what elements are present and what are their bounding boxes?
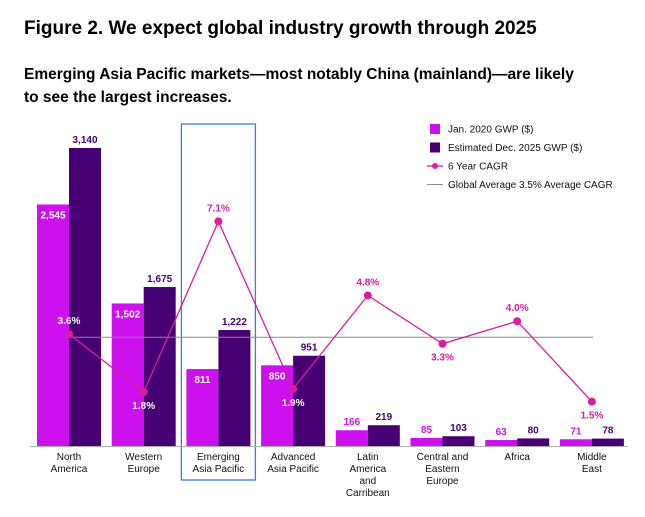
- cagr-point-middle-east: [587, 397, 596, 406]
- cagr-label-north-america: 3.6%: [58, 316, 81, 327]
- legend-swatch-jan-2020-gwp: [430, 124, 440, 134]
- cagr-point-western-europe: [139, 388, 148, 397]
- bar-dec-2025-emerging-asia-pacific: [218, 330, 251, 446]
- value-label-dec-2025-latin-america-and-carribean: 219: [375, 412, 392, 423]
- legend-label-6-year-cagr: 6 Year CAGR: [448, 162, 508, 173]
- legend-label-jan-2020-gwp: Jan. 2020 GWP ($): [448, 125, 533, 136]
- category-label-advanced-asia-pacific: Advanced Asia Pacific: [267, 452, 319, 475]
- value-label-jan-2020-emerging-asia-pacific: 811: [194, 375, 211, 386]
- bar-dec-2025-latin-america-and-carribean: [367, 425, 400, 446]
- value-label-jan-2020-western-europe: 1,502: [115, 309, 140, 320]
- cagr-label-latin-america-and-carribean: 4.8%: [356, 277, 379, 288]
- value-label-jan-2020-advanced-asia-pacific: 850: [269, 371, 286, 382]
- legend-label-global-average-3-5-average-cagr: Global Average 3.5% Average CAGR: [448, 180, 613, 191]
- bar-dec-2025-western-europe: [143, 287, 176, 446]
- cagr-label-advanced-asia-pacific: 1.9%: [282, 398, 305, 409]
- bar-jan-2020-africa: [485, 440, 518, 446]
- cagr-layer: 3.6% 1.8% 7.1% 1.9% 4.8% 3.3% 4.0% 1.5%: [58, 203, 604, 421]
- legend-label-estimated-dec-2025-gwp: Estimated Dec. 2025 GWP ($): [448, 143, 582, 154]
- category-axis: North America Western Europe Emerging Asia Pa…: [30, 446, 628, 499]
- bar-jan-2020-western-europe: [111, 303, 144, 446]
- cagr-point-north-america: [65, 330, 73, 339]
- category-label-africa: Africa: [504, 452, 530, 463]
- legend-swatch-dot-6-year-cagr: [432, 163, 438, 169]
- bar-jan-2020-latin-america-and-carribean: [335, 430, 368, 446]
- value-label-jan-2020-central-and-eastern-europe: 85: [421, 425, 433, 436]
- category-label-latin-america-and-carribean: Latin America and Carribean: [346, 452, 390, 499]
- bar-jan-2020-advanced-asia-pacific: [261, 365, 294, 446]
- cagr-label-emerging-asia-pacific: 7.1%: [207, 203, 230, 214]
- chart-title: Figure 2. We expect global industry grow…: [24, 18, 537, 39]
- legend-swatch-estimated-dec-2025-gwp: [430, 142, 440, 153]
- value-label-dec-2025-north-america: 3,140: [72, 135, 97, 146]
- cagr-point-africa: [513, 317, 522, 326]
- cagr-label-middle-east: 1.5%: [581, 411, 604, 422]
- category-label-middle-east: Middle East: [577, 452, 607, 475]
- cagr-point-advanced-asia-pacific: [289, 384, 298, 393]
- cagr-point-latin-america-and-carribean: [363, 291, 372, 300]
- bar-dec-2025-central-and-eastern-europe: [442, 436, 475, 446]
- bars-layer: 2,545 3,140 1,502 1,675 811 1,222 850 951 166 219…: [37, 123, 624, 481]
- highlight-box-emerging-asia-pacific: [180, 123, 257, 481]
- cagr-label-western-europe: 1.8%: [132, 401, 155, 412]
- value-label-jan-2020-africa: 63: [496, 427, 508, 438]
- bar-jan-2020-north-america: [37, 204, 69, 446]
- category-label-central-and-eastern-europe: Central and Eastern Europe: [417, 452, 469, 487]
- value-label-dec-2025-central-and-eastern-europe: 103: [450, 423, 467, 434]
- cagr-point-central-and-eastern-europe: [438, 339, 447, 348]
- value-label-dec-2025-middle-east: 78: [602, 426, 614, 437]
- chart-subtitle: Emerging Asia Pacific markets—most notab…: [24, 66, 574, 106]
- value-label-jan-2020-north-america: 2,545: [40, 210, 65, 221]
- value-label-dec-2025-emerging-asia-pacific: 1,222: [222, 317, 247, 328]
- bar-jan-2020-middle-east: [559, 439, 592, 446]
- value-label-jan-2020-latin-america-and-carribean: 166: [343, 417, 360, 428]
- value-label-dec-2025-africa: 80: [528, 425, 540, 436]
- cagr-label-central-and-eastern-europe: 3.3%: [431, 353, 454, 364]
- bar-jan-2020-emerging-asia-pacific: [186, 369, 219, 446]
- value-label-dec-2025-advanced-asia-pacific: 951: [301, 343, 318, 354]
- bar-dec-2025-africa: [517, 438, 550, 446]
- value-label-dec-2025-western-europe: 1,675: [147, 274, 172, 285]
- value-label-jan-2020-middle-east: 71: [570, 426, 582, 437]
- bar-jan-2020-central-and-eastern-europe: [410, 437, 443, 446]
- category-label-emerging-asia-pacific: Emerging Asia Pacific: [193, 452, 245, 475]
- cagr-label-africa: 4.0%: [506, 303, 529, 314]
- bar-dec-2025-north-america: [69, 148, 101, 446]
- cagr-point-emerging-asia-pacific: [214, 217, 223, 226]
- category-label-western-europe: Western Europe: [125, 452, 162, 475]
- cagr-line: [68, 219, 593, 403]
- bar-dec-2025-middle-east: [591, 438, 624, 446]
- category-label-north-america: North America: [51, 452, 88, 475]
- bar-dec-2025-advanced-asia-pacific: [293, 355, 326, 446]
- legend: Jan. 2020 GWP ($) Estimated Dec. 2025 GWP…: [427, 124, 613, 191]
